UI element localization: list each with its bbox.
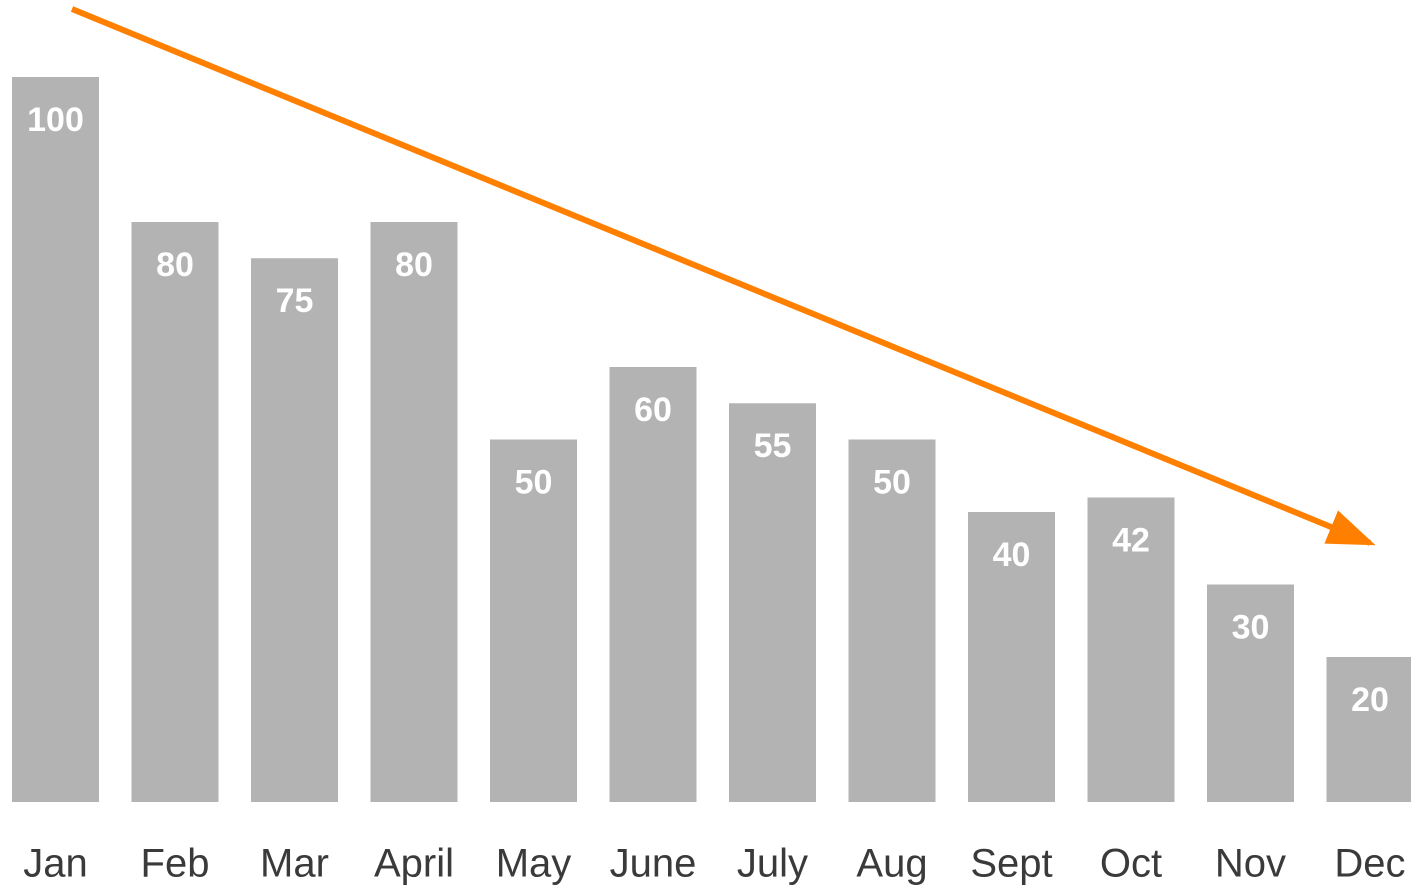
x-tick-label: Dec <box>1334 842 1405 886</box>
x-tick-label: Feb <box>141 842 210 886</box>
bar <box>968 512 1055 802</box>
bar <box>490 439 577 802</box>
bar <box>1087 497 1175 802</box>
bar <box>131 222 219 802</box>
x-tick-label: April <box>374 842 454 886</box>
bar <box>848 439 936 802</box>
value-label: 20 <box>1351 681 1389 719</box>
value-label: 75 <box>276 282 314 320</box>
bar <box>370 222 458 802</box>
bar <box>1207 584 1294 802</box>
bar <box>251 258 338 802</box>
x-tick-label: May <box>496 842 572 886</box>
x-tick-label: Nov <box>1215 842 1286 886</box>
value-label: 42 <box>1112 521 1150 559</box>
value-label: 80 <box>395 246 433 284</box>
bars: 100 Jan 80 Feb 75 Mar 80 April 50 May 60 June 55 July… <box>12 77 1411 886</box>
bar <box>12 77 99 802</box>
x-tick-label: Oct <box>1100 842 1162 886</box>
value-label: 80 <box>156 246 194 284</box>
x-tick-label: Aug <box>856 842 927 886</box>
x-tick-label: Sept <box>970 842 1052 886</box>
value-label: 60 <box>634 391 672 429</box>
value-label: 50 <box>873 463 911 501</box>
bar <box>609 367 697 802</box>
x-tick-label: June <box>610 842 697 886</box>
value-label: 50 <box>515 463 553 501</box>
x-tick-label: July <box>737 842 808 886</box>
bar <box>729 403 816 802</box>
value-label: 100 <box>27 101 84 139</box>
value-label: 40 <box>993 536 1031 574</box>
trend-arrow <box>70 6 1376 546</box>
value-label: 30 <box>1232 608 1270 646</box>
bar <box>1326 657 1411 802</box>
x-tick-label: Jan <box>23 842 88 886</box>
x-tick-label: Mar <box>260 842 329 886</box>
value-label: 55 <box>754 427 792 465</box>
